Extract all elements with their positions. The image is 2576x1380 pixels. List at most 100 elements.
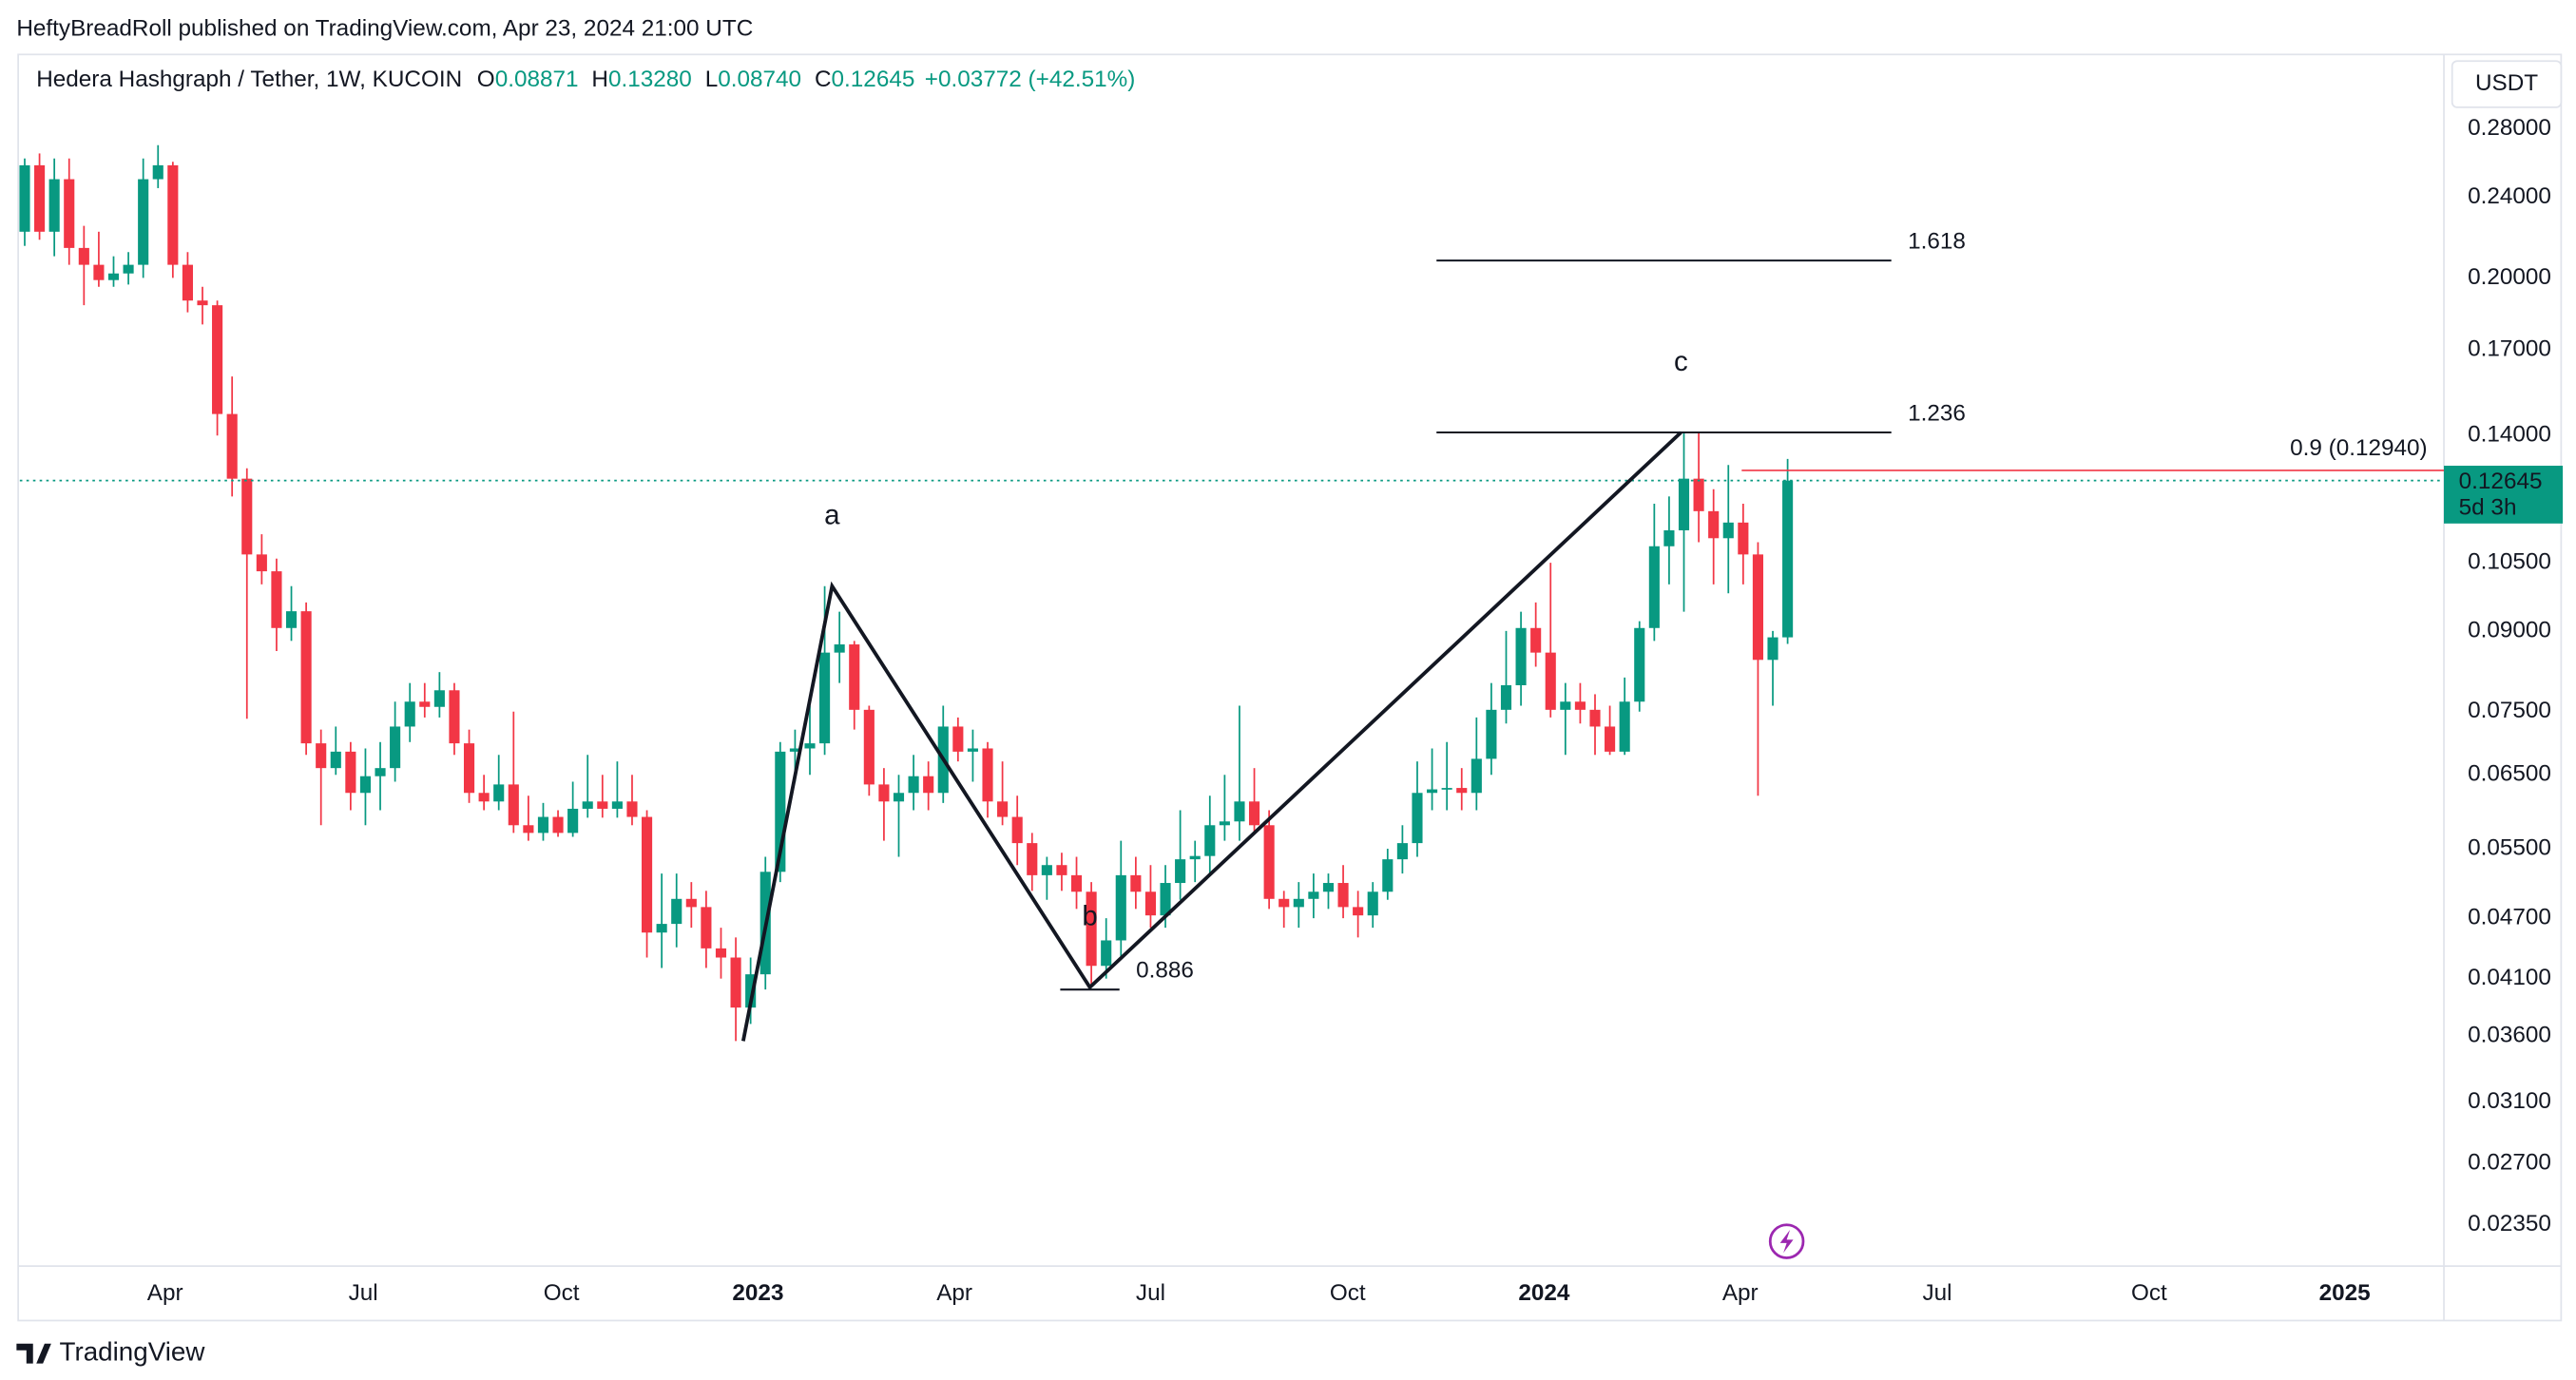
chart-frame: [17, 53, 2563, 1322]
candle-body: [523, 825, 534, 834]
candle-body: [256, 554, 267, 572]
candle-body: [1322, 883, 1335, 892]
candle-body: [952, 726, 964, 752]
x-tick-label: Jul: [1922, 1280, 1951, 1306]
candle-body: [1678, 478, 1690, 530]
currency[interactable]: USDT: [2475, 70, 2538, 96]
pattern-line: [740, 431, 1682, 1042]
candle-body: [804, 743, 816, 749]
quote-value: 0.08740: [718, 67, 801, 93]
candle-body: [64, 179, 75, 248]
candle-body: [1263, 825, 1275, 899]
candle-body: [745, 974, 757, 1008]
candle-body: [390, 726, 401, 769]
candle-body: [182, 264, 193, 301]
y-tick-label: 0.03100: [2468, 1088, 2551, 1114]
candle-body: [1471, 758, 1482, 794]
candle-body: [685, 898, 697, 908]
candle-body: [152, 164, 163, 180]
published-note: HeftyBreadRoll published on TradingView.…: [16, 16, 753, 42]
candle-body: [1663, 529, 1675, 546]
candle-body: [478, 793, 490, 802]
pattern-label: c: [1674, 346, 1688, 377]
candle-body: [923, 776, 934, 794]
candle-body: [1056, 865, 1067, 875]
candle-body: [1382, 859, 1394, 892]
symbol-header: Hedera Hashgraph / Tether, 1W, KUCOIN O0.…: [36, 67, 1135, 93]
alert-icon[interactable]: [1768, 1223, 1805, 1259]
candle-body: [1175, 859, 1186, 884]
candle-body: [1189, 855, 1201, 860]
currency-box[interactable]: [2451, 60, 2563, 108]
candle-body: [508, 784, 519, 826]
candle-body: [1367, 891, 1378, 916]
candle-body: [241, 478, 253, 555]
quote-value: 0.12645: [832, 67, 915, 93]
candle-body: [1738, 522, 1749, 555]
candle-body: [982, 748, 993, 802]
candle-body: [642, 816, 653, 933]
x-tick-label: Oct: [2131, 1280, 2167, 1306]
candle-body: [316, 743, 327, 769]
candle-body: [1648, 546, 1660, 628]
candle-body: [582, 801, 593, 809]
x-tick-label: 2023: [732, 1280, 783, 1306]
candle-body: [78, 247, 89, 265]
candle-body: [1234, 801, 1245, 822]
candle-body: [863, 709, 875, 785]
fib-label: 1.236: [1908, 400, 1966, 426]
candle-body: [730, 957, 741, 1008]
quote-label: O: [477, 67, 495, 93]
candle-body: [1634, 627, 1645, 702]
candle-body: [552, 816, 564, 834]
candle-body: [123, 264, 134, 274]
x-tick-label: Apr: [936, 1280, 972, 1306]
y-tick-label: 0.05500: [2468, 834, 2551, 860]
candle-body: [300, 611, 312, 744]
y-tick-label: 0.02350: [2468, 1211, 2551, 1236]
candle-body: [138, 179, 149, 265]
y-tick-label: 0.14000: [2468, 422, 2551, 448]
candle-body: [671, 898, 682, 925]
countdown: 5d 3h: [2459, 495, 2517, 521]
y-tick-label: 0.03600: [2468, 1023, 2551, 1048]
candle-body: [1337, 883, 1349, 908]
candle-body: [433, 690, 445, 707]
candle-body: [197, 300, 208, 306]
quote-label: C: [815, 67, 832, 93]
candle-body: [1574, 701, 1586, 710]
candle-body: [1767, 637, 1778, 661]
candle-body: [1752, 554, 1763, 661]
x-tick-label: Oct: [1330, 1280, 1366, 1306]
candle-body: [34, 164, 46, 232]
y-tick-label: 0.07500: [2468, 698, 2551, 723]
candle-body: [878, 784, 890, 802]
candle-body: [1308, 891, 1319, 899]
target-label: 0.9 (0.12940): [2290, 435, 2428, 461]
x-tick-label: Apr: [147, 1280, 183, 1306]
candle-body: [1619, 701, 1630, 752]
candle-body: [285, 611, 298, 628]
candle-body: [997, 801, 1009, 817]
candle-body: [1708, 510, 1720, 539]
candle-body: [419, 701, 431, 707]
candle-body: [701, 907, 712, 949]
x-tick-label: 2024: [1518, 1280, 1570, 1306]
candle-body: [404, 701, 415, 727]
pattern-label: b: [1082, 901, 1097, 932]
candle-body: [1115, 874, 1126, 941]
candle-body: [715, 948, 727, 958]
candle-body: [1278, 898, 1290, 908]
candle-body: [819, 652, 831, 744]
y-tick-label: 0.17000: [2468, 335, 2551, 361]
candle-body: [1144, 891, 1157, 916]
brand-logo: [16, 1343, 51, 1364]
fib-label: 1.618: [1908, 228, 1966, 254]
candle-body: [271, 571, 282, 628]
candle-body: [967, 748, 978, 752]
candle-body: [597, 801, 608, 809]
candle-body: [611, 801, 623, 809]
candle-body: [1070, 874, 1083, 892]
